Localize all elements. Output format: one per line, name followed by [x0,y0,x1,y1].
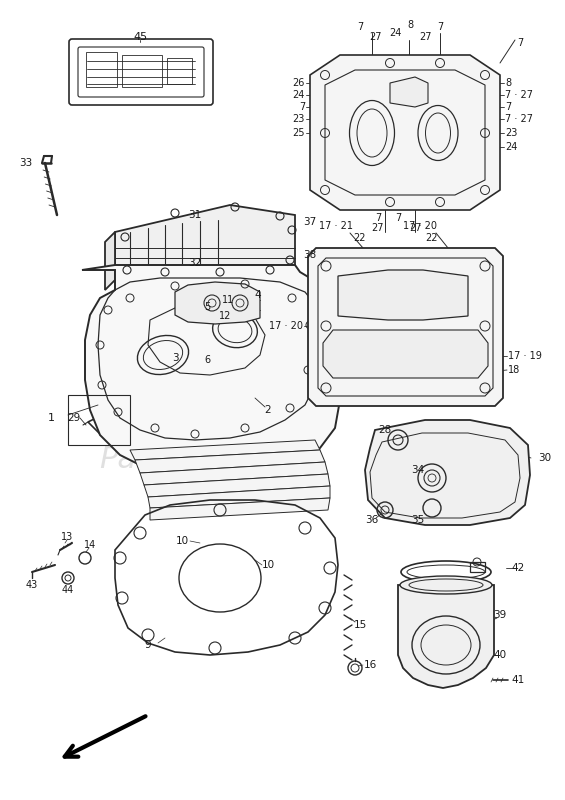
Text: 23: 23 [505,128,518,138]
Text: 24: 24 [505,142,518,152]
Text: 5: 5 [204,302,210,312]
Text: 22: 22 [426,233,438,243]
Polygon shape [338,270,468,320]
Text: 27: 27 [419,32,431,42]
Text: 10: 10 [262,560,275,570]
Text: Partsrepublic: Partsrepublic [99,446,301,474]
Text: 3: 3 [172,353,179,363]
Text: 7 · 27: 7 · 27 [505,114,533,124]
Ellipse shape [400,576,492,594]
Text: 45: 45 [133,32,147,42]
Text: 26: 26 [293,78,305,88]
Polygon shape [140,462,328,485]
Text: 17 · 19: 17 · 19 [508,351,542,361]
Text: 22: 22 [354,233,366,243]
Text: 30: 30 [538,453,551,463]
Text: 7: 7 [437,22,443,32]
Text: 25: 25 [293,128,305,138]
Text: 18: 18 [508,365,520,375]
Text: 24: 24 [293,90,305,100]
Text: 28: 28 [379,425,392,435]
Bar [470,562,485,572]
Text: 9: 9 [145,640,151,650]
Text: 11: 11 [222,295,234,305]
Text: 43: 43 [26,580,38,590]
Text: 7: 7 [517,38,523,48]
Text: 6: 6 [204,355,210,365]
Text: 35: 35 [411,515,425,525]
Text: 17 · 20: 17 · 20 [269,321,303,331]
Polygon shape [150,498,330,520]
Polygon shape [115,205,295,280]
Text: 8: 8 [505,78,511,88]
Text: 7: 7 [299,102,305,112]
Text: 32: 32 [188,258,202,268]
Polygon shape [323,330,488,378]
Text: 7 · 27: 7 · 27 [505,90,533,100]
Polygon shape [175,282,260,324]
Text: 41: 41 [511,675,525,685]
Text: 27: 27 [408,223,421,233]
Text: 10: 10 [176,536,189,546]
Text: 27: 27 [369,32,381,42]
Polygon shape [365,420,530,525]
Text: 24: 24 [389,28,401,38]
Text: 29: 29 [67,413,81,423]
Polygon shape [135,450,325,473]
Text: 16: 16 [363,660,377,670]
Text: 27: 27 [372,223,384,233]
Text: 44: 44 [62,585,74,595]
Bar [68,395,130,445]
Text: 17 · 21: 17 · 21 [319,221,353,231]
Polygon shape [82,265,340,485]
Text: 1: 1 [48,413,55,423]
Text: 39: 39 [493,610,507,620]
Text: 12: 12 [219,311,231,321]
Text: 23: 23 [293,114,305,124]
Text: 8: 8 [407,20,413,30]
Text: 15: 15 [353,620,367,630]
Text: 34: 34 [411,465,425,475]
Polygon shape [398,585,494,688]
Text: 40: 40 [493,650,507,660]
Polygon shape [130,440,320,460]
Text: 42: 42 [511,563,525,573]
Text: 38: 38 [303,250,316,260]
Text: 7: 7 [505,102,511,112]
Polygon shape [105,232,115,290]
Text: 17 · 20: 17 · 20 [403,221,437,231]
Text: 7: 7 [395,213,401,223]
Polygon shape [144,474,330,497]
Text: 14: 14 [84,540,96,550]
Text: 7: 7 [357,22,363,32]
Text: 4: 4 [255,290,261,300]
Text: 7: 7 [375,213,381,223]
Text: 13: 13 [61,532,73,542]
Polygon shape [308,248,503,406]
Text: 31: 31 [188,210,202,220]
Text: 36: 36 [366,515,379,525]
Text: 2: 2 [264,405,271,415]
Text: 37: 37 [303,217,316,227]
Polygon shape [148,486,330,508]
Polygon shape [310,55,500,210]
Polygon shape [390,77,428,107]
Text: 33: 33 [19,158,32,168]
